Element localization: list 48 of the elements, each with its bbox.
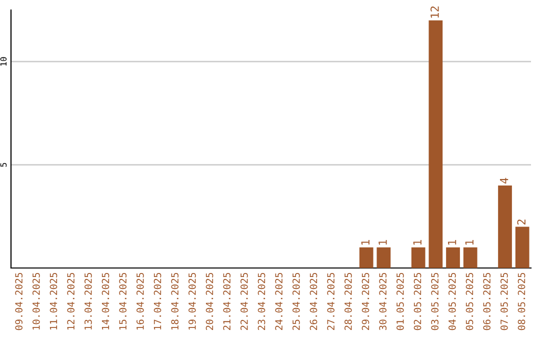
x-tick-label: 25.04.2025 [292,272,300,330]
x-tick-label: 11.04.2025 [50,272,58,330]
x-tick-label: 29.04.2025 [362,272,370,330]
x-tick-label: 05.05.2025 [466,272,474,330]
x-tick-label: 23.04.2025 [258,272,266,330]
x-tick-label: 16.04.2025 [136,272,144,330]
x-tick-label: 01.05.2025 [396,272,404,330]
x-tick-label: 13.04.2025 [84,272,92,330]
x-tick-label: 19.04.2025 [188,272,196,330]
bar [498,185,512,268]
bar [515,226,530,268]
x-tick-label: 27.04.2025 [327,272,335,330]
data-label: 1 [378,240,387,245]
y-tick-label: 10 [0,57,7,66]
x-tick-label: 20.04.2025 [206,272,214,330]
data-label: 1 [465,240,474,245]
bar [411,247,426,268]
x-tick-label: 14.04.2025 [102,272,110,330]
x-tick-label: 28.04.2025 [344,272,352,330]
x-tick-label: 30.04.2025 [379,272,387,330]
x-tick-label: 22.04.2025 [240,272,248,330]
bar [359,247,374,268]
x-tick-label: 12.04.2025 [67,272,75,330]
x-tick-label: 21.04.2025 [223,272,231,330]
x-tick-label: 26.04.2025 [310,272,318,330]
x-tick-label: 24.04.2025 [275,272,283,330]
x-tick-label: 15.04.2025 [119,272,127,330]
bar [376,247,391,268]
data-label: 4 [500,178,508,184]
data-label: 1 [361,240,370,245]
bar [446,247,460,268]
x-tick-label: 08.05.2025 [518,272,526,330]
bar [428,20,443,268]
bar [463,247,478,268]
x-tick-label: 03.05.2025 [431,272,439,330]
x-tick-label: 02.05.2025 [414,272,422,330]
y-tick-label: 5 [0,162,7,167]
x-tick-label: 06.05.2025 [483,272,491,330]
x-tick-label: 18.04.2025 [171,272,179,330]
data-label: 2 [517,220,526,225]
x-tick-label: 10.04.2025 [32,272,40,330]
data-label: 1 [413,240,422,245]
x-tick-label: 04.05.2025 [448,272,456,330]
x-tick-label: 07.05.2025 [500,272,508,330]
data-label: 12 [430,6,439,18]
x-tick-label: 09.04.2025 [15,272,23,330]
x-tick-label: 17.04.2025 [154,272,162,330]
data-label: 1 [448,240,456,245]
